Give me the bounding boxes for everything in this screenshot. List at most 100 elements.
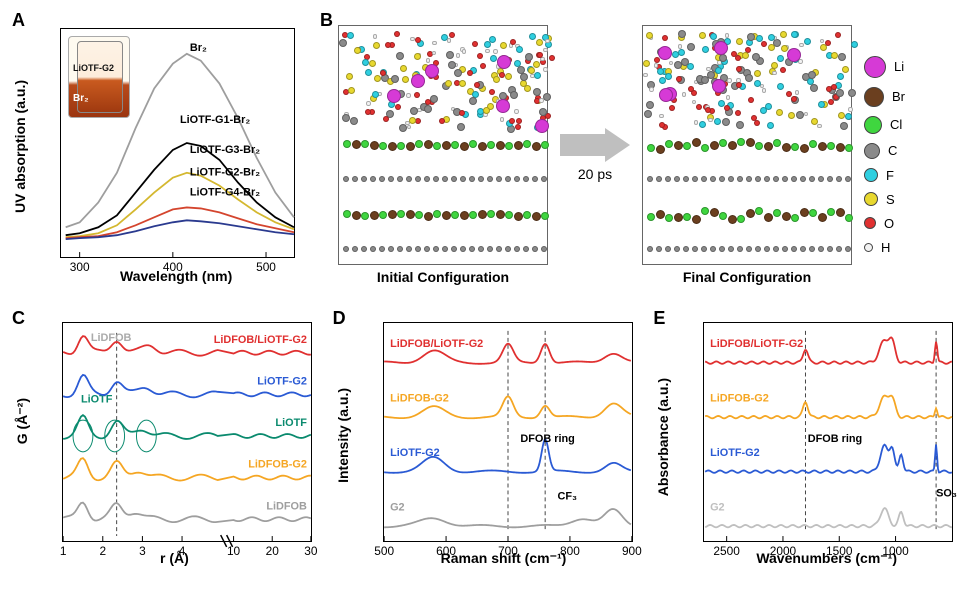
svg-text:10: 10 [227, 544, 241, 558]
legend-item-o: O [864, 216, 905, 231]
atoms-initial [339, 26, 547, 264]
svg-text:LiOTF-G2: LiOTF-G2 [390, 447, 440, 459]
panel-e-label: E [653, 308, 665, 329]
svg-text:LiOTF-G1-Br₂: LiOTF-G1-Br₂ [180, 114, 250, 126]
svg-text:DFOB ring: DFOB ring [808, 433, 862, 445]
legend-label: Cl [890, 117, 902, 132]
legend-item-br: Br [864, 87, 905, 107]
legend-dot-s [864, 192, 878, 206]
legend-item-s: S [864, 192, 905, 207]
svg-text:LiDFOB/LiOTF-G2: LiDFOB/LiOTF-G2 [214, 334, 307, 346]
panel-b-label: B [320, 10, 333, 31]
panel-c-xlabel: r (Å) [160, 550, 189, 566]
panel-d-chartbox: 500600700800900LiDFOB/LiOTF-G2LiDFOB-G2L… [383, 322, 633, 542]
legend-item-c: C [864, 143, 905, 159]
svg-text:1: 1 [60, 544, 67, 558]
panel-d-label: D [333, 308, 346, 329]
inset-label-top: LiOTF-G2 [73, 63, 114, 73]
legend-label: Br [892, 89, 905, 104]
legend-label: H [881, 240, 890, 255]
svg-text:30: 30 [304, 544, 318, 558]
svg-text:LiDFOB: LiDFOB [266, 500, 307, 512]
sim-box-final [642, 25, 852, 265]
figure-grid: A 300400500Br₂LiOTF-G1-Br₂LiOTF-G3-Br₂Li… [0, 0, 974, 595]
svg-text:LiDFOB-G2: LiDFOB-G2 [248, 459, 307, 471]
legend-label: F [886, 168, 894, 183]
sim-right-wrap: Final Configuration [642, 25, 852, 285]
svg-text:LiOTF-G4-Br₂: LiOTF-G4-Br₂ [190, 187, 260, 199]
panel-e-chartbox: 2500200015001000LiDFOB/LiOTF-G2LiDFOB-G2… [703, 322, 953, 542]
legend-item-li: Li [864, 56, 905, 78]
svg-text:LiDFOB: LiDFOB [91, 332, 132, 344]
inset-label-bottom: Br₂ [73, 93, 89, 104]
svg-text:LiDFOB/LiOTF-G2: LiDFOB/LiOTF-G2 [710, 338, 803, 350]
svg-text:LiOTF-G3-Br₂: LiOTF-G3-Br₂ [190, 144, 260, 156]
legend-dot-f [864, 168, 878, 182]
svg-text:LiDFOB/LiOTF-G2: LiDFOB/LiOTF-G2 [390, 338, 483, 350]
legend-item-h: H [864, 240, 905, 255]
svg-text:2: 2 [99, 544, 106, 558]
svg-text:LiOTF-G2: LiOTF-G2 [710, 447, 760, 459]
svg-text:LiDFOB-G2: LiDFOB-G2 [390, 392, 449, 404]
sim-label-initial: Initial Configuration [338, 269, 548, 285]
legend-dot-cl [864, 116, 882, 134]
svg-text:LiOTF: LiOTF [275, 417, 307, 429]
panel-b-container: Initial Configuration 20 ps Final Config… [318, 10, 964, 300]
svg-text:2500: 2500 [714, 544, 741, 558]
arrow-icon [560, 128, 630, 162]
svg-text:CF₃: CF₃ [557, 490, 577, 502]
arrow-block: 20 ps [560, 128, 630, 182]
panel-d-xlabel: Raman shift (cm⁻¹) [441, 550, 567, 567]
svg-text:LiDFOB-G2: LiDFOB-G2 [710, 392, 769, 404]
svg-text:300: 300 [70, 260, 90, 274]
panel-e-svg: 2500200015001000LiDFOB/LiOTF-G2LiDFOB-G2… [704, 323, 952, 541]
legend-label: Li [894, 59, 904, 74]
svg-text:LiOTF: LiOTF [81, 393, 113, 405]
legend-dot-h [864, 243, 873, 252]
svg-text:G2: G2 [390, 501, 405, 513]
arrow-label: 20 ps [578, 166, 612, 182]
legend-dot-li [864, 56, 886, 78]
panel-c-chartbox: 1234102030LiDFOBLiOTFLiDFOB/LiOTF-G2LiOT… [62, 322, 312, 542]
svg-text:500: 500 [256, 260, 276, 274]
sim-left-wrap: Initial Configuration [338, 25, 548, 285]
legend-dot-c [864, 143, 880, 159]
atoms-final [643, 26, 851, 264]
legend-dot-br [864, 87, 884, 107]
panel-a-inset-photo: LiOTF-G2 Br₂ [68, 36, 130, 118]
atom-legend: Li Br Cl CFSOH [864, 56, 905, 255]
panel-e: E 2500200015001000LiDFOB/LiOTF-G2LiDFOB-… [651, 308, 964, 585]
panel-d-svg: 500600700800900LiDFOB/LiOTF-G2LiDFOB-G2L… [384, 323, 632, 541]
panel-c-ylabel: G (Å⁻²) [14, 398, 30, 444]
panel-b: B Initial Configuration 20 ps Final Conf… [318, 10, 964, 300]
svg-text:LiOTF-G2-Br₂: LiOTF-G2-Br₂ [190, 167, 260, 179]
svg-text:G2: G2 [710, 501, 725, 513]
svg-text:SO₃: SO₃ [936, 487, 957, 499]
svg-text:900: 900 [622, 544, 642, 558]
panel-d: D 500600700800900LiDFOB/LiOTF-G2LiDFOB-G… [331, 308, 644, 585]
panel-a: A 300400500Br₂LiOTF-G1-Br₂LiOTF-G3-Br₂Li… [10, 10, 310, 300]
panel-e-ylabel: Absorbance (a.u.) [655, 378, 671, 496]
legend-item-f: F [864, 168, 905, 183]
panel-a-label: A [12, 10, 25, 31]
panel-d-ylabel: Intensity (a.u.) [335, 388, 351, 483]
bottom-row: C 1234102030LiDFOBLiOTFLiDFOB/LiOTF-G2Li… [10, 308, 964, 585]
legend-label: O [884, 216, 894, 231]
svg-text:DFOB ring: DFOB ring [520, 433, 574, 445]
legend-label: S [886, 192, 895, 207]
panel-a-xlabel: Wavelength (nm) [120, 268, 232, 284]
panel-c-svg: 1234102030LiDFOBLiOTFLiDFOB/LiOTF-G2LiOT… [63, 323, 311, 541]
svg-text:20: 20 [266, 544, 280, 558]
panel-c-label: C [12, 308, 25, 329]
legend-item-cl: Cl [864, 116, 905, 134]
legend-dot-o [864, 217, 876, 229]
svg-text:500: 500 [374, 544, 394, 558]
sim-label-final: Final Configuration [642, 269, 852, 285]
panel-e-xlabel: Wavenumbers (cm⁻¹) [756, 550, 897, 567]
legend-label: C [888, 143, 897, 158]
panel-a-ylabel: UV absorption (a.u.) [12, 80, 28, 213]
svg-text:Br₂: Br₂ [190, 42, 207, 54]
panel-c: C 1234102030LiDFOBLiOTFLiDFOB/LiOTF-G2Li… [10, 308, 323, 585]
sim-box-initial [338, 25, 548, 265]
svg-text:LiOTF-G2: LiOTF-G2 [257, 375, 307, 387]
